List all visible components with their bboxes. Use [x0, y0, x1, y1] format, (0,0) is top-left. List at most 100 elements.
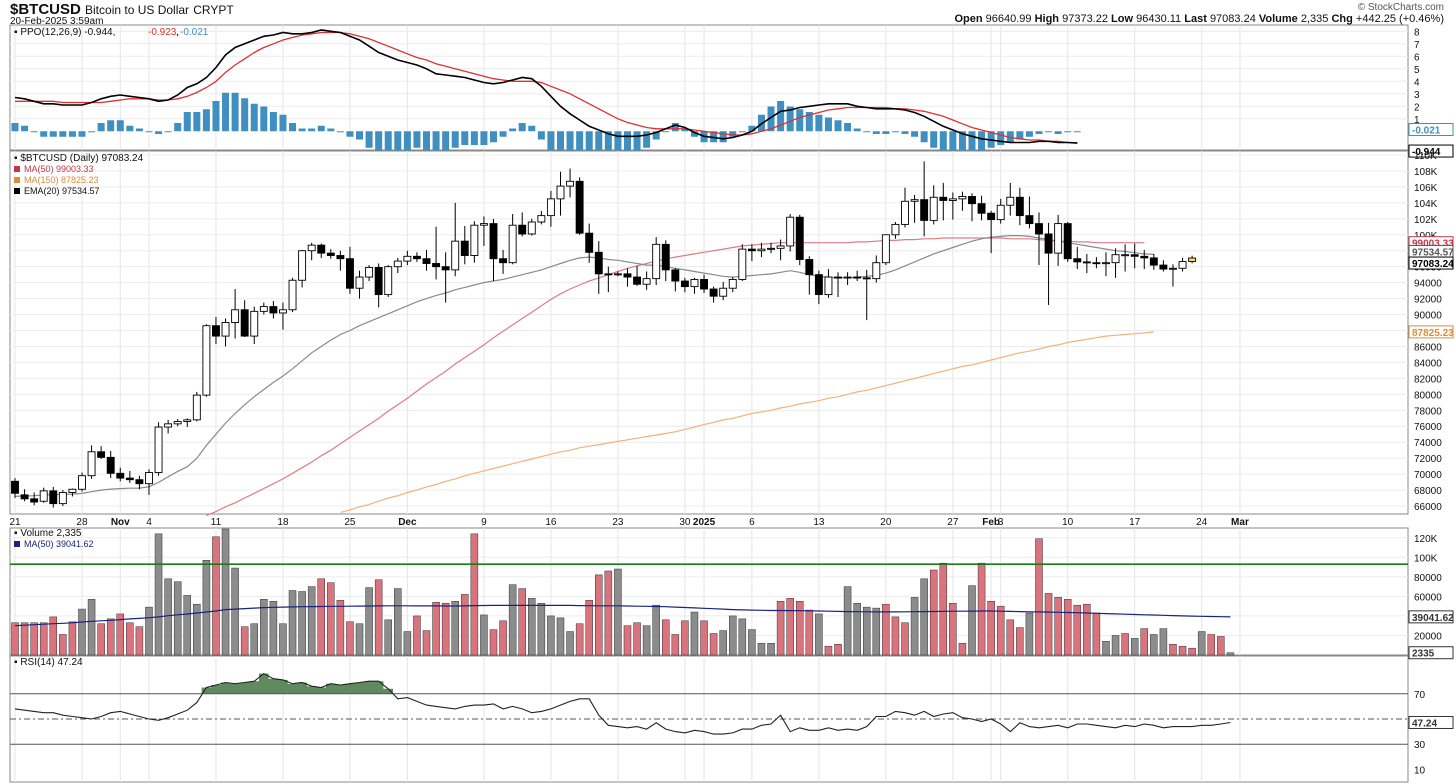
volume-bar	[173, 581, 182, 656]
candle-body	[546, 198, 555, 217]
candle-body	[537, 215, 546, 223]
ppo-histogram-bar	[968, 131, 976, 151]
price-y-tick: 110K	[1414, 151, 1437, 162]
candle-body	[987, 212, 996, 221]
volume-bar	[566, 631, 574, 656]
ppo-histogram-bar	[394, 131, 402, 154]
ppo-histogram-bar	[145, 131, 153, 133]
volume-bar	[470, 533, 479, 656]
candle-body	[403, 255, 412, 262]
volume-legend: ▪ Volume 2,335	[14, 528, 82, 539]
candle-body	[747, 248, 756, 252]
candle-body	[49, 490, 58, 505]
candle-body	[738, 248, 747, 280]
candle-body	[432, 263, 441, 268]
volume-y-tick: 100K	[1414, 553, 1438, 564]
candle-body	[1063, 223, 1072, 260]
rsi-overbought-fill	[201, 673, 393, 694]
candle-body	[661, 243, 670, 271]
volume-bar	[1150, 634, 1158, 656]
volume-bar	[834, 644, 842, 656]
candle-body	[690, 278, 699, 288]
ppo-histogram-bar	[1045, 131, 1053, 133]
volume-bar	[432, 601, 440, 656]
candle-body	[250, 310, 259, 337]
price-y-tick: 80000	[1414, 390, 1442, 401]
ppo-histogram-bar	[1025, 131, 1033, 137]
volume-bar	[403, 631, 412, 656]
ppo-histogram-bar	[88, 131, 96, 133]
candle-body	[346, 258, 354, 289]
volume-ma-line	[14, 604, 1231, 627]
candle-body	[1044, 233, 1053, 254]
volume-bar	[87, 599, 96, 656]
candle-body	[968, 196, 976, 205]
volume-bar	[298, 591, 306, 656]
ppo-histogram-bar	[911, 131, 919, 137]
volume-bar	[1035, 538, 1043, 656]
candle-body	[1082, 261, 1091, 264]
ppo-histogram-bar	[844, 123, 852, 132]
price-right-tag: 97534.57	[1412, 247, 1454, 258]
volume-bar	[413, 615, 421, 656]
volume-bar	[250, 623, 258, 656]
ppo-hist-tag: -0.021	[1412, 126, 1441, 137]
volume-bar	[891, 616, 900, 656]
ppo-histogram-bar	[528, 125, 536, 132]
volume-bar	[901, 622, 909, 656]
candle-body	[652, 243, 661, 280]
volume-bar	[106, 618, 115, 656]
ppo-line	[14, 29, 1078, 144]
x-axis-tick: 4	[146, 517, 152, 528]
ppo-histogram-bar	[423, 131, 431, 151]
x-axis-tick: 2025	[693, 517, 716, 528]
ppo-histogram-bar	[509, 128, 517, 132]
ppo-histogram-bar	[805, 112, 813, 132]
candle-body	[489, 223, 498, 260]
ppo-histogram-bar	[164, 131, 172, 133]
ppo-histogram-bar	[748, 125, 756, 132]
x-axis-tick: 17	[1129, 517, 1141, 528]
volume-bar	[1159, 628, 1168, 656]
price-y-tick: 84000	[1414, 358, 1442, 369]
candle-body	[1102, 262, 1110, 265]
volume-bar	[126, 622, 134, 656]
ppo-legend-hist: -0.021	[180, 27, 209, 38]
x-axis-tick: 23	[612, 517, 624, 528]
volume-bar	[910, 597, 919, 656]
x-axis-tick: Feb	[982, 517, 1000, 528]
ppo-histogram-bar	[882, 131, 890, 134]
candle-body	[288, 279, 297, 311]
symbol-title: $BTCUSD Bitcoin to US Dollar CRYPT	[10, 1, 234, 18]
rsi-panel	[9, 655, 1409, 783]
last-label: Last	[1184, 13, 1207, 25]
candle-body	[996, 204, 1005, 221]
ppo-legend: ▪ PPO(12,26,9) -0.944,	[14, 27, 115, 38]
ppo-histogram-bar	[135, 128, 143, 132]
candle-body	[78, 475, 86, 490]
ppo-histogram-bar	[202, 109, 210, 132]
ppo-histogram-bar	[652, 131, 660, 140]
ppo-histogram-bar	[853, 128, 861, 132]
rsi-y-tick: 10	[1414, 765, 1426, 776]
volume-bar	[461, 594, 469, 656]
price-legend-item: MA(50) 99003.33	[24, 164, 94, 174]
candle-body	[719, 287, 728, 297]
price-legend-swatch	[14, 188, 20, 194]
ppo-histogram-bar	[480, 131, 488, 145]
volume-bar	[1016, 627, 1024, 656]
ppo-histogram-bar	[97, 123, 105, 132]
ppo-histogram-bar	[403, 131, 411, 151]
ppo-histogram-bar	[384, 131, 392, 154]
candle-body	[68, 488, 77, 493]
volume-right-tag: 39041.62	[1412, 613, 1454, 624]
ppo-histogram-bar	[470, 131, 478, 145]
last-value: 97083.24	[1209, 13, 1256, 25]
candle-body	[1111, 254, 1120, 264]
volume-bar	[642, 625, 651, 656]
ppo-histogram-bar	[346, 131, 354, 137]
volume-bar	[1006, 619, 1015, 656]
ppo-histogram-bar	[547, 131, 555, 154]
ema20-line	[14, 235, 1154, 497]
